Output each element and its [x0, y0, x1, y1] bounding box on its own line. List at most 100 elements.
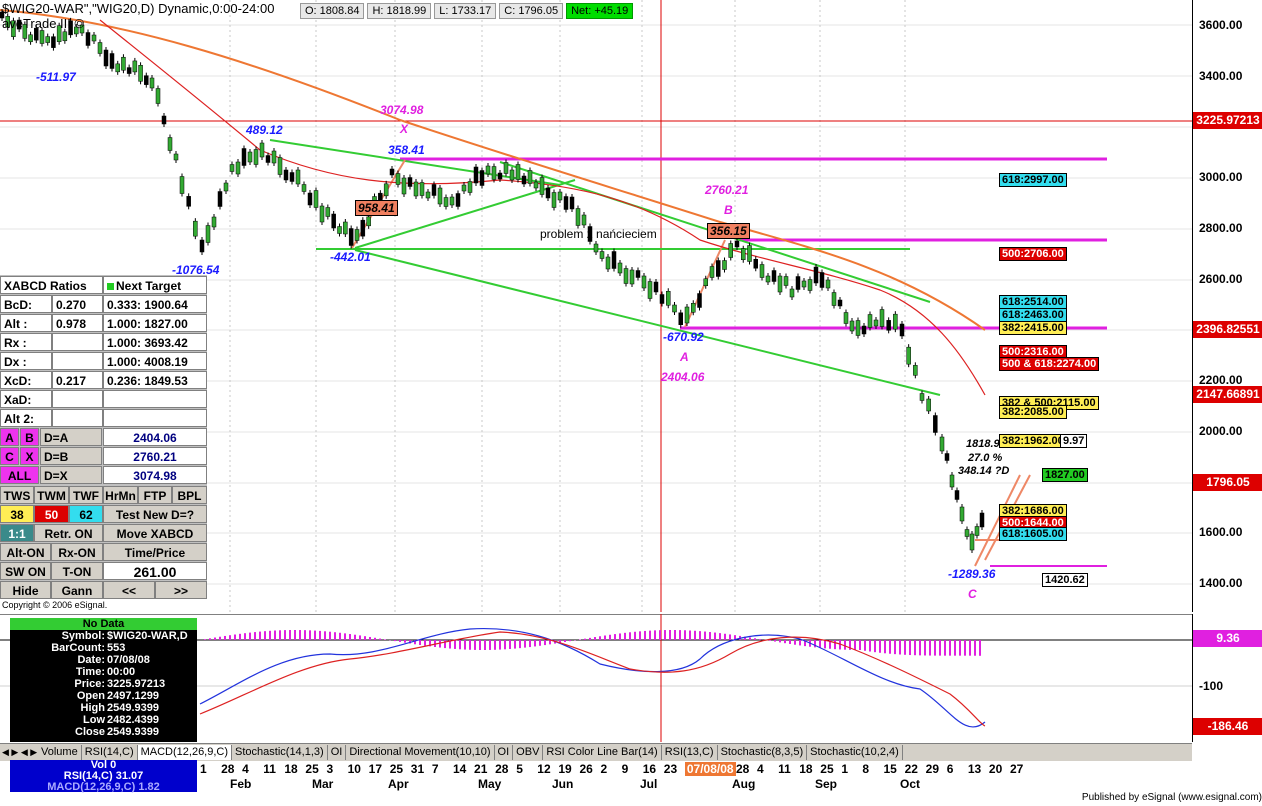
button-hrmn[interactable]: HrMn: [103, 486, 138, 504]
level-2415: 382:2415.00: [999, 321, 1067, 335]
candle-body: [425, 191, 431, 199]
date-tick: 25: [305, 762, 319, 776]
data-key: Close: [75, 726, 105, 738]
sw-on-button[interactable]: SW ON: [0, 562, 51, 580]
price-axis[interactable]: 3600.00 3400.00 3000.00 2800.00 2600.00 …: [1192, 0, 1262, 612]
button-twf[interactable]: TWF: [69, 486, 103, 504]
xabcd-ratio-row: XcD: 0.217 0.236: 1849.53: [0, 371, 207, 390]
candle-body: [431, 184, 437, 196]
move-xabcd-button[interactable]: Move XABCD: [103, 524, 207, 542]
candle-body: [360, 219, 366, 237]
button-a[interactable]: A: [0, 428, 19, 446]
study-tab[interactable]: Stochastic(8,3,5): [718, 745, 808, 760]
row-nums: 38 50 62 Test New D=?: [0, 505, 207, 524]
next-button[interactable]: >>: [155, 581, 207, 599]
label-d-eq-b[interactable]: D=B: [40, 447, 102, 465]
candle-body: [407, 177, 413, 187]
button-bpl[interactable]: BPL: [172, 486, 207, 504]
prev-button[interactable]: <<: [103, 581, 155, 599]
candle-body: [969, 533, 975, 551]
tab-scroll-arrows-icon[interactable]: ◀ ▶ ◀ ▶: [2, 747, 38, 757]
macd-tick-100: -100: [1199, 679, 1224, 693]
study-tab[interactable]: Directional Movement(10,10): [346, 745, 495, 760]
t-on-button[interactable]: T-ON: [51, 562, 103, 580]
study-tab[interactable]: OI: [328, 745, 347, 760]
candle-body: [777, 275, 783, 293]
rx-on-button[interactable]: Rx-ON: [51, 543, 103, 561]
macd-badge-bottom: -186.46: [1193, 718, 1262, 735]
test-new-d-button[interactable]: Test New D=?: [103, 505, 207, 523]
candle-body: [527, 170, 533, 184]
ratio-1-1-button[interactable]: 1:1: [0, 524, 34, 542]
label-1289: -1289.36: [948, 567, 996, 581]
value-62[interactable]: 62: [69, 505, 103, 523]
xabcd-header-row: XABCD Ratios Next Target: [0, 276, 207, 295]
ohlc-bar: O: 1808.84 H: 1818.99 L: 1733.17 C: 1796…: [300, 3, 634, 19]
data-window-row: Close 2549.9399: [10, 726, 197, 738]
button-twm[interactable]: TWM: [34, 486, 69, 504]
candle-body: [684, 306, 690, 324]
value-38[interactable]: 38: [0, 505, 34, 523]
button-b[interactable]: B: [20, 428, 39, 446]
hide-button[interactable]: Hide: [0, 581, 51, 599]
data-key: Date:: [77, 654, 105, 666]
data-window-row: Open 2497.1299: [10, 690, 197, 702]
ratio-value: [52, 352, 103, 370]
label-x-value: 3074.98: [380, 103, 424, 117]
button-x[interactable]: X: [20, 447, 39, 465]
label-511: -511.97: [36, 70, 76, 84]
study-tab[interactable]: RSI Color Line Bar(14): [543, 745, 662, 760]
button-tws[interactable]: TWS: [0, 486, 34, 504]
time-price-button[interactable]: Time/Price: [103, 543, 207, 561]
retr-on-button[interactable]: Retr. ON: [34, 524, 103, 542]
tick-3600: 3600.00: [1199, 18, 1243, 32]
button-ftp[interactable]: FTP: [138, 486, 172, 504]
button-c[interactable]: C: [0, 447, 19, 465]
candle-body: [325, 207, 331, 217]
candle-body: [611, 251, 617, 269]
ratio-target: 1.000: 4008.19: [103, 352, 207, 370]
ratio-value: [52, 390, 103, 408]
note-problem: problem z nańcieciem: [540, 227, 657, 241]
candle-body: [354, 229, 360, 241]
ratio-value: 0.978: [52, 314, 103, 332]
macd-panel[interactable]: [0, 614, 1192, 742]
study-tab[interactable]: RSI(13,C): [662, 745, 718, 760]
study-tab[interactable]: RSI(14,C): [82, 745, 138, 760]
label-d-eq-x[interactable]: D=X: [40, 466, 102, 484]
date-axis[interactable]: 1 28 4 11 18 25 3 10 17 25 31 7 14 21 28 5 12 19 26 2 9 16 23 0…: [200, 760, 1192, 792]
alt-on-button[interactable]: Alt-ON: [0, 543, 51, 561]
candle-body: [319, 205, 325, 223]
candle-body: [599, 251, 605, 259]
study-tab[interactable]: OBV: [513, 745, 544, 760]
price-value-field[interactable]: 261.00: [103, 562, 207, 580]
candle-body: [289, 172, 295, 182]
value-50[interactable]: 50: [34, 505, 69, 523]
study-tab[interactable]: Stochastic(10,2,4): [807, 745, 903, 760]
study-tab[interactable]: OI: [495, 745, 514, 760]
candle-body: [366, 216, 371, 227]
xabcd-ratio-row: XaD:: [0, 390, 207, 409]
row-ab: A B D=A 2404.06: [0, 428, 207, 447]
xabcd-ratio-row: BcD: 0.270 0.333: 1900.64: [0, 295, 207, 314]
candle-body: [331, 213, 336, 229]
candle-body: [722, 260, 727, 270]
gann-button[interactable]: Gann: [51, 581, 103, 599]
label-d-eq-a[interactable]: D=A: [40, 428, 102, 446]
candle-body: [337, 226, 342, 234]
study-tab[interactable]: MACD(12,26,9,C): [137, 745, 233, 760]
ratio-value: 0.217: [52, 371, 103, 389]
macd-axis[interactable]: 9.36 -100 -186.46: [1192, 614, 1262, 742]
button-all[interactable]: ALL: [0, 466, 39, 484]
data-value: 3225.97213: [107, 678, 166, 690]
candle-body: [491, 166, 497, 180]
candle-body: [581, 214, 587, 226]
study-tab[interactable]: Stochastic(14,1,3): [232, 745, 328, 760]
month-label: Oct: [900, 777, 921, 791]
date-tick: 3: [326, 762, 334, 776]
candle-body: [843, 312, 849, 324]
tick-3000: 3000.00: [1199, 170, 1243, 184]
candle-body: [401, 177, 407, 195]
candle-body: [186, 196, 191, 207]
study-tab[interactable]: Volume: [38, 745, 82, 760]
